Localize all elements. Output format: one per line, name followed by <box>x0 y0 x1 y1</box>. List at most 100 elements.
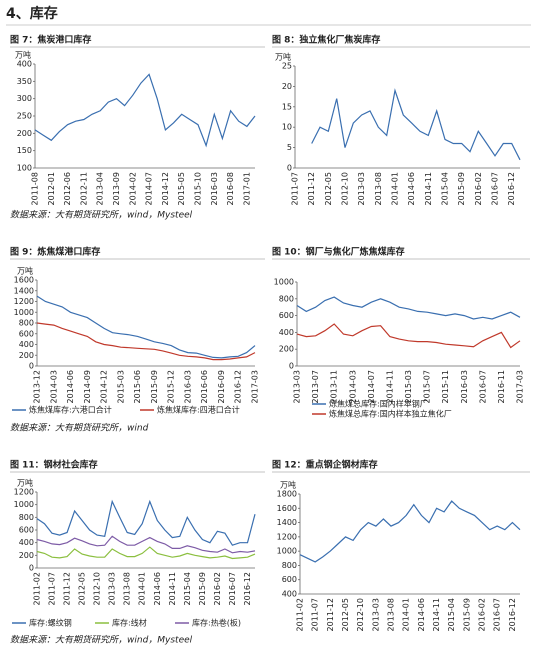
x-tick-label: 2011-07 <box>48 572 57 605</box>
y-tick-label: 400 <box>17 60 32 69</box>
chart-title: 图 8：独立焦化厂焦炭库存 <box>272 34 380 46</box>
x-tick-label: 2015-03 <box>404 370 413 403</box>
x-tick-label: 2013-11 <box>330 370 339 403</box>
y-tick-label: 400 <box>279 328 294 337</box>
source: 数据来源：大有期货研究所，wind，Mysteel <box>10 210 193 221</box>
x-tick-label: 2016-12 <box>234 370 243 403</box>
x-tick-label: 2016-11 <box>497 370 506 403</box>
x-tick-label: 2013-09 <box>112 172 121 205</box>
y-tick-label: 200 <box>19 551 34 560</box>
y-tick-label: 0 <box>29 564 34 573</box>
y-tick-label: 800 <box>19 513 34 522</box>
x-tick-label: 2014-06 <box>417 598 426 631</box>
x-tick-label: 2015-04 <box>447 598 456 631</box>
series-line <box>36 499 256 546</box>
chart-title: 图 12：重点钢企钢材库存 <box>272 459 378 471</box>
y-tick-label: 1600 <box>14 276 34 285</box>
x-tick-label: 2014-11 <box>385 370 394 403</box>
y-tick-label: 1000 <box>14 500 34 509</box>
x-tick-label: 2014-11 <box>424 172 433 205</box>
x-tick-label: 2013-12 <box>33 370 42 403</box>
y-tick-label: 1000 <box>277 547 297 556</box>
axis-unit: 万吨 <box>280 480 296 490</box>
legend-label: 炼焦煤库存:六港口合计 <box>29 405 112 415</box>
x-tick-label: 2016-12 <box>243 572 252 605</box>
x-tick-label: 2016-03 <box>460 370 469 403</box>
x-tick-label: 2011-07 <box>311 598 320 631</box>
x-tick-label: 2014-06 <box>66 370 75 403</box>
chart-title: 图 11：钢材社会库存 <box>10 459 98 471</box>
series-line <box>36 535 256 554</box>
x-tick-label: 2017-01 <box>242 172 251 205</box>
source: 数据来源：大有期货研究所，wind，Mysteel <box>10 635 193 646</box>
x-tick-label: 2014-11 <box>168 572 177 605</box>
x-tick-label: 2016-06 <box>200 370 209 403</box>
x-tick-label: 2016-07 <box>493 598 502 631</box>
x-tick-label: 2012-10 <box>93 572 102 605</box>
x-tick-label: 2016-02 <box>213 572 222 605</box>
y-tick-label: 10 <box>282 123 292 132</box>
x-tick-label: 2015-04 <box>183 572 192 605</box>
x-tick-label: 2014-01 <box>138 572 147 605</box>
x-tick-label: 2014-07 <box>367 370 376 403</box>
x-tick-label: 2014-09 <box>83 370 92 403</box>
x-tick-label: 2016-07 <box>491 172 500 205</box>
chart-title: 图 7：焦炭港口库存 <box>10 34 91 46</box>
x-tick-label: 2013-04 <box>96 172 105 205</box>
x-tick-label: 2012-01 <box>47 172 56 205</box>
x-tick-label: 2014-03 <box>348 370 357 403</box>
legend-label: 库存:热卷(板) <box>192 618 241 628</box>
x-tick-label: 2012-05 <box>341 598 350 631</box>
x-tick-label: 2016-08 <box>226 172 235 205</box>
x-tick-label: 2016-07 <box>228 572 237 605</box>
x-tick-label: 2013-03 <box>371 598 380 631</box>
x-tick-label: 2012-05 <box>324 172 333 205</box>
series-line <box>36 295 256 359</box>
y-tick-label: 25 <box>282 62 292 71</box>
x-tick-label: 2013-03 <box>108 572 117 605</box>
y-tick-label: 100 <box>17 164 32 173</box>
x-tick-label: 2013-07 <box>311 370 320 403</box>
series-line <box>296 296 521 320</box>
x-tick-label: 2016-12 <box>507 172 516 205</box>
x-tick-label: 2013-03 <box>293 370 302 403</box>
x-tick-label: 2016-02 <box>474 172 483 205</box>
y-tick-label: 1000 <box>14 308 34 317</box>
x-tick-label: 2012-10 <box>356 598 365 631</box>
x-tick-label: 2012-11 <box>79 172 88 205</box>
y-tick-label: 0 <box>287 164 292 173</box>
x-tick-label: 2011-02 <box>296 598 305 631</box>
x-tick-label: 2017-03 <box>516 370 525 403</box>
series-line <box>34 73 256 148</box>
x-tick-label: 2015-07 <box>423 370 432 403</box>
y-tick-label: 400 <box>19 538 34 547</box>
y-tick-label: 1200 <box>14 488 34 497</box>
series-line <box>311 88 521 161</box>
y-tick-label: 1800 <box>277 490 297 499</box>
y-tick-label: 0 <box>29 362 34 371</box>
section-title: 4、库存 <box>6 5 58 22</box>
x-tick-label: 2016-07 <box>478 370 487 403</box>
y-tick-label: 1000 <box>274 278 294 287</box>
x-tick-label: 2012-10 <box>341 172 350 205</box>
x-tick-label: 2014-06 <box>407 172 416 205</box>
y-tick-label: 800 <box>19 319 34 328</box>
series-line <box>36 546 256 560</box>
x-tick-label: 2016-02 <box>478 598 487 631</box>
x-tick-label: 2014-12 <box>161 172 170 205</box>
x-tick-label: 2013-08 <box>374 172 383 205</box>
x-tick-label: 2014-01 <box>402 598 411 631</box>
x-tick-label: 2016-12 <box>508 598 517 631</box>
y-tick-label: 400 <box>282 590 297 599</box>
y-tick-label: 20 <box>282 82 292 91</box>
x-tick-label: 2011-12 <box>307 172 316 205</box>
legend-label: 库存:线材 <box>112 618 147 628</box>
x-tick-label: 2011-12 <box>326 598 335 631</box>
series-line <box>299 500 521 563</box>
y-tick-label: 1600 <box>277 504 297 513</box>
x-tick-label: 2014-03 <box>49 370 58 403</box>
x-tick-label: 2013-08 <box>123 572 132 605</box>
x-tick-label: 2012-06 <box>63 172 72 205</box>
x-tick-label: 2014-12 <box>100 370 109 403</box>
y-tick-label: 250 <box>17 112 32 121</box>
